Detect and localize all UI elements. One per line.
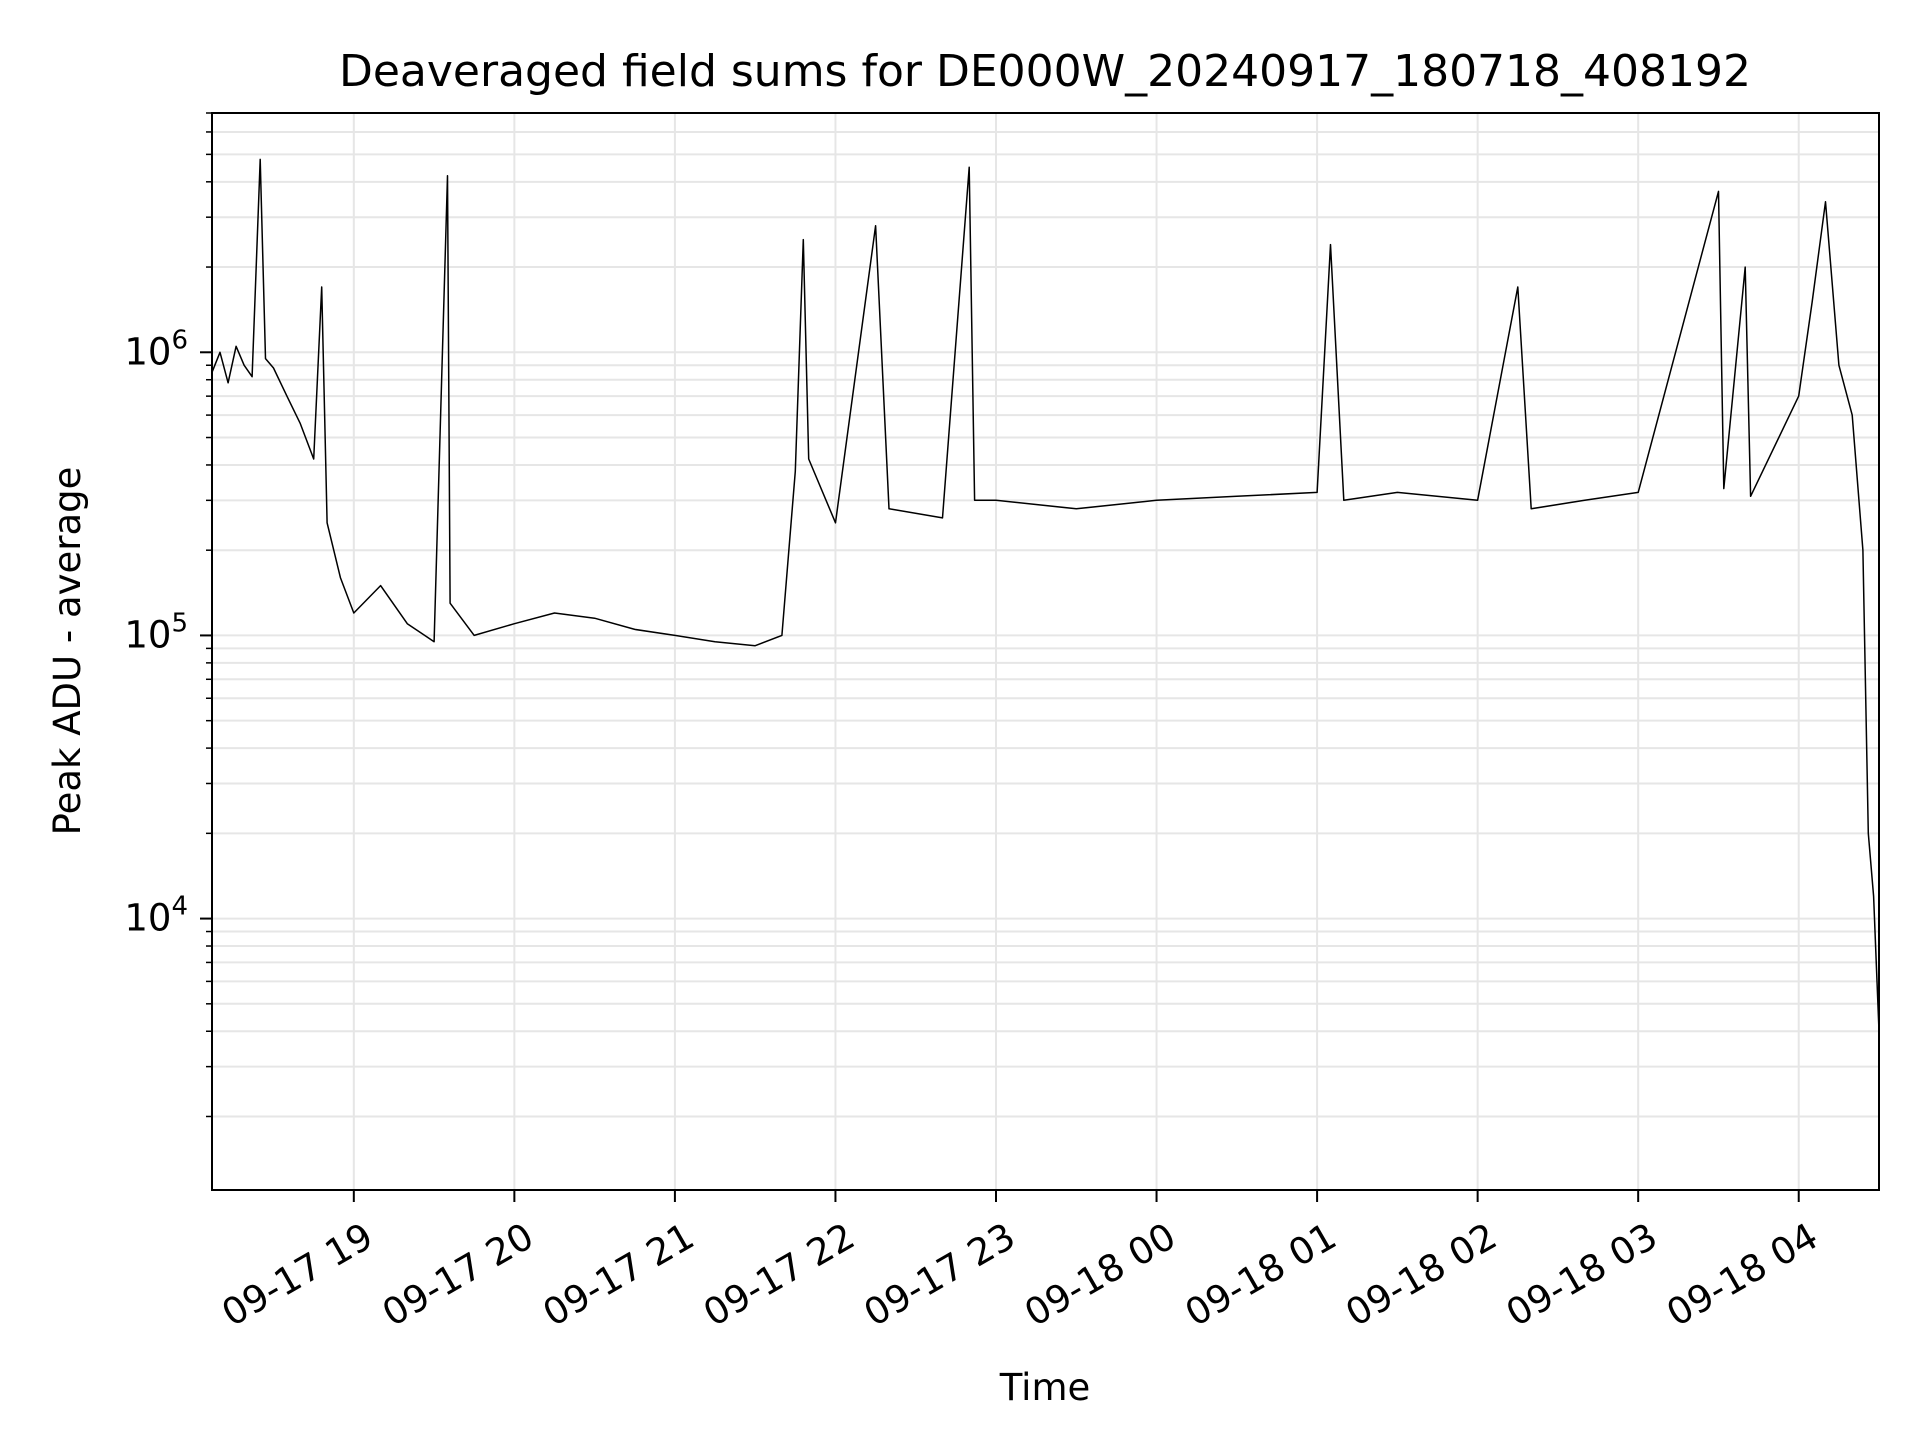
y-tick-label: 105 bbox=[124, 608, 188, 656]
x-axis-label: Time bbox=[999, 1366, 1091, 1409]
y-tick-label: 106 bbox=[124, 325, 188, 373]
y-axis-label: Peak ADU - average bbox=[46, 467, 89, 836]
plot-frame bbox=[211, 112, 1880, 1191]
y-tick-label: 104 bbox=[124, 892, 188, 940]
chart-title: Deaveraged field sums for DE000W_2024091… bbox=[339, 46, 1751, 97]
series-line bbox=[211, 158, 1880, 1032]
grid-lines bbox=[212, 112, 1879, 1190]
data-layer bbox=[211, 158, 1880, 1032]
